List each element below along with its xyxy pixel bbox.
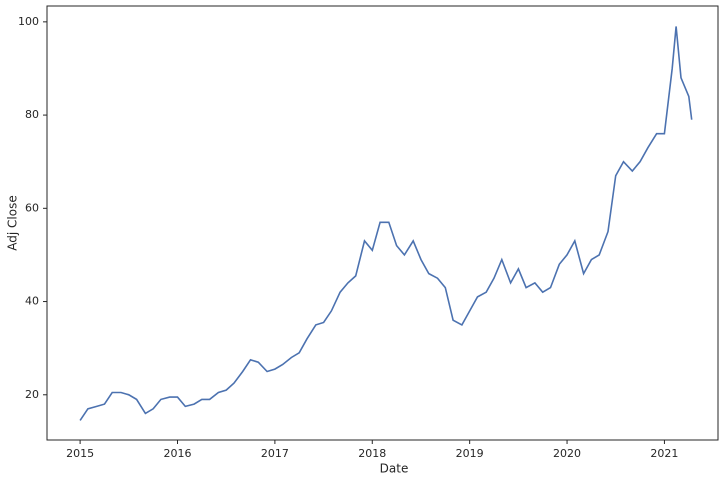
y-axis-label: Adj Close	[6, 195, 20, 250]
x-tick-label: 2016	[163, 447, 191, 460]
y-tick-label: 40	[25, 295, 39, 308]
y-tick-label: 20	[25, 388, 39, 401]
x-tick-label: 2021	[650, 447, 678, 460]
x-axis-label: Date	[380, 462, 409, 476]
plot-frame	[46, 5, 719, 441]
x-tick-label: 2020	[553, 447, 581, 460]
x-tick-label: 2018	[358, 447, 386, 460]
x-tick-label: 2017	[261, 447, 289, 460]
x-tick-label: 2019	[456, 447, 484, 460]
line-series	[79, 26, 693, 421]
y-tick-label: 80	[25, 108, 39, 121]
y-tick-label: 60	[25, 201, 39, 214]
x-tick-label: 2015	[66, 447, 94, 460]
y-tick-label: 100	[18, 15, 39, 28]
